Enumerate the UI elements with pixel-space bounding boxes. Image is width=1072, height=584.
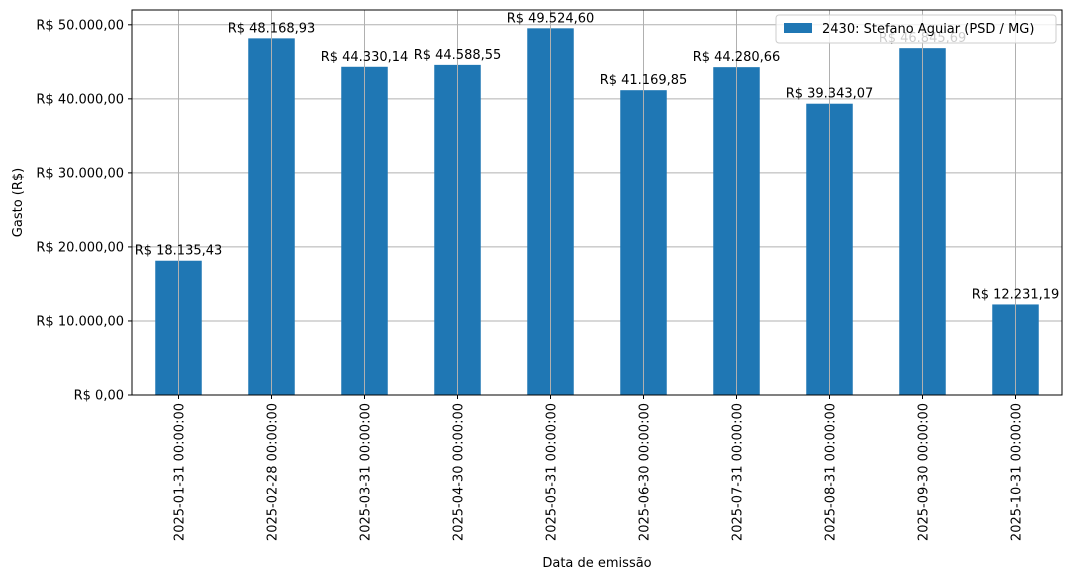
- x-tick-label: 2025-01-31 00:00:00: [173, 403, 188, 541]
- legend-box: [775, 14, 1057, 44]
- y-tick-label: R$ 50.000,00: [36, 18, 124, 33]
- y-tick-label: R$ 30.000,00: [36, 166, 124, 181]
- legend-swatch: [784, 23, 812, 33]
- bar-value-label: R$ 44.330,14: [321, 50, 409, 65]
- x-tick-label: 2025-02-28 00:00:00: [266, 403, 281, 541]
- bar-value-label: R$ 18.135,43: [135, 244, 223, 259]
- bar-value-label: R$ 41.169,85: [600, 73, 688, 88]
- y-axis-ticks: R$ 0,00 R$ 10.000,00 R$ 20.000,00 R$ 30.000…: [36, 18, 132, 404]
- y-tick-label: R$ 40.000,00: [36, 92, 124, 107]
- legend: 2430: Stefano Aguiar (PSD / MG): [775, 14, 1057, 44]
- y-tick-label: R$ 10.000,00: [36, 314, 124, 329]
- bar-value-label: R$ 44.588,55: [414, 48, 502, 63]
- y-tick-label: R$ 20.000,00: [36, 240, 124, 255]
- bar-value-label: R$ 44.280,66: [693, 50, 781, 65]
- x-axis-title: Data de emissão: [542, 556, 651, 571]
- vertical-grid-layer: [178, 10, 1016, 395]
- x-tick-label: 2025-05-31 00:00:00: [545, 403, 560, 541]
- plot-frame: [131, 9, 1063, 396]
- y-tick-label: R$ 0,00: [74, 389, 124, 404]
- x-axis-ticks: 2025-01-31 00:00:00 2025-02-28 00:00:00 20…: [173, 395, 1025, 541]
- bar-value-label: R$ 12.231,19: [972, 287, 1060, 302]
- bar-value-label: R$ 48.168,93: [228, 21, 316, 36]
- x-tick-label: 2025-10-31 00:00:00: [1010, 403, 1025, 541]
- bars-layer: [155, 28, 1039, 396]
- x-tick-label: 2025-08-31 00:00:00: [824, 403, 839, 541]
- legend-label: 2430: Stefano Aguiar (PSD / MG): [822, 22, 1034, 37]
- x-tick-label: 2025-03-31 00:00:00: [359, 403, 374, 541]
- x-tick-label: 2025-07-31 00:00:00: [731, 403, 746, 541]
- bar-value-label: R$ 39.343,07: [786, 87, 874, 102]
- y-axis-title: Gasto (R$): [11, 168, 26, 237]
- x-tick-label: 2025-09-30 00:00:00: [917, 403, 932, 541]
- bar-value-label: R$ 49.524,60: [507, 11, 595, 26]
- x-tick-label: 2025-06-30 00:00:00: [638, 403, 653, 541]
- x-tick-label: 2025-04-30 00:00:00: [452, 403, 467, 541]
